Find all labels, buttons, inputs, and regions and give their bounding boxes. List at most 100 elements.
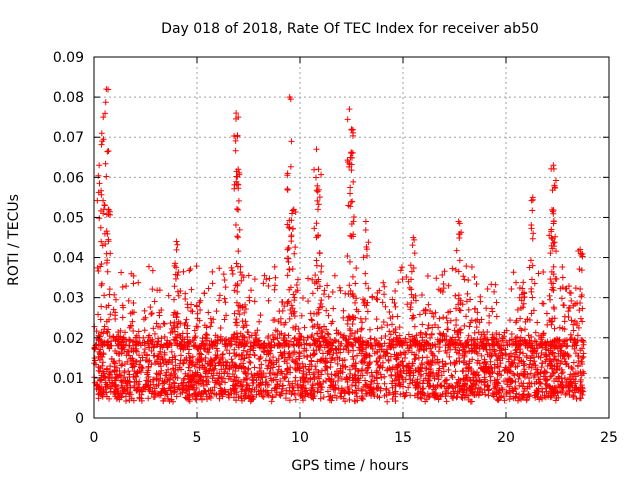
- scatter-point: [424, 325, 431, 332]
- scatter-point: [347, 203, 354, 210]
- scatter-point: [126, 336, 133, 343]
- scatter-point: [262, 373, 269, 380]
- scatter-point: [169, 354, 176, 361]
- scatter-point: [197, 307, 204, 314]
- scatter-point: [438, 393, 445, 400]
- scatter-point: [449, 334, 456, 341]
- scatter-point: [548, 234, 555, 241]
- y-tick-label: 0.02: [53, 331, 84, 347]
- scatter-point: [577, 286, 584, 293]
- scatter-point: [506, 375, 513, 382]
- scatter-point: [175, 292, 182, 299]
- scatter-point: [396, 381, 403, 388]
- scatter-point: [96, 162, 103, 169]
- scatter-point: [265, 297, 272, 304]
- scatter-point: [466, 323, 473, 330]
- scatter-point: [518, 380, 525, 387]
- scatter-point: [323, 337, 330, 344]
- scatter-point: [318, 357, 325, 364]
- scatter-point: [303, 387, 310, 394]
- scatter-point: [537, 341, 544, 348]
- scatter-point: [566, 304, 573, 311]
- scatter-point: [292, 288, 299, 295]
- scatter-point: [130, 309, 137, 316]
- scatter-point: [564, 342, 571, 349]
- scatter-point: [399, 276, 406, 283]
- scatter-point: [319, 329, 326, 336]
- scatter-point: [236, 169, 243, 176]
- scatter-point: [547, 362, 554, 369]
- scatter-point: [222, 299, 229, 306]
- scatter-point: [506, 383, 513, 390]
- scatter-point: [436, 344, 443, 351]
- scatter-point: [204, 373, 211, 380]
- scatter-point: [342, 363, 349, 370]
- scatter-point: [284, 172, 291, 179]
- scatter-point: [550, 218, 557, 225]
- scatter-point: [578, 358, 585, 365]
- scatter-point: [386, 328, 393, 335]
- scatter-point: [498, 385, 505, 392]
- scatter-point: [359, 372, 366, 379]
- scatter-point: [405, 331, 412, 338]
- scatter-point: [324, 370, 331, 377]
- scatter-point: [350, 347, 357, 354]
- scatter-point: [129, 318, 136, 325]
- scatter-point: [358, 326, 365, 333]
- scatter-point: [347, 333, 354, 340]
- scatter-point: [494, 356, 501, 363]
- scatter-point: [289, 380, 296, 387]
- scatter-point: [267, 375, 274, 382]
- scatter-point: [350, 233, 357, 240]
- scatter-point: [333, 395, 340, 402]
- scatter-point: [285, 224, 292, 231]
- scatter-point: [189, 353, 196, 360]
- scatter-point: [520, 300, 527, 307]
- scatter-point: [352, 371, 359, 378]
- scatter-point: [200, 382, 207, 389]
- scatter-point: [347, 315, 354, 322]
- scatter-point: [345, 313, 352, 320]
- scatter-point: [161, 395, 168, 402]
- scatter-point: [493, 299, 500, 306]
- scatter-point: [562, 391, 569, 398]
- scatter-point: [174, 288, 181, 295]
- scatter-point: [522, 342, 529, 349]
- scatter-point: [349, 342, 356, 349]
- scatter-point: [572, 350, 579, 357]
- scatter-point: [561, 302, 568, 309]
- scatter-point: [288, 217, 295, 224]
- scatter-point: [245, 272, 252, 279]
- scatter-point: [327, 364, 334, 371]
- scatter-point: [452, 346, 459, 353]
- scatter-point: [118, 339, 125, 346]
- scatter-point: [521, 326, 528, 333]
- scatter-point: [309, 317, 316, 324]
- scatter-point: [284, 300, 291, 307]
- scatter-point: [296, 336, 303, 343]
- scatter-point: [253, 336, 260, 343]
- scatter-point: [238, 364, 245, 371]
- scatter-point: [488, 364, 495, 371]
- scatter-point: [348, 198, 355, 205]
- scatter-point: [257, 368, 264, 375]
- scatter-point: [228, 356, 235, 363]
- scatter-point: [346, 160, 353, 167]
- scatter-point: [468, 264, 475, 271]
- scatter-point: [376, 287, 383, 294]
- scatter-point: [425, 377, 432, 384]
- scatter-point: [381, 291, 388, 298]
- scatter-point: [574, 332, 581, 339]
- scatter-point: [296, 350, 303, 357]
- scatter-point: [314, 380, 321, 387]
- scatter-point: [215, 374, 222, 381]
- scatter-point: [480, 379, 487, 386]
- scatter-point: [483, 341, 490, 348]
- scatter-point: [117, 327, 124, 334]
- scatter-point: [363, 244, 370, 251]
- scatter-point: [535, 270, 542, 277]
- scatter-point: [181, 375, 188, 382]
- scatter-point: [96, 348, 103, 355]
- scatter-point: [104, 382, 111, 389]
- scatter-point: [453, 322, 460, 329]
